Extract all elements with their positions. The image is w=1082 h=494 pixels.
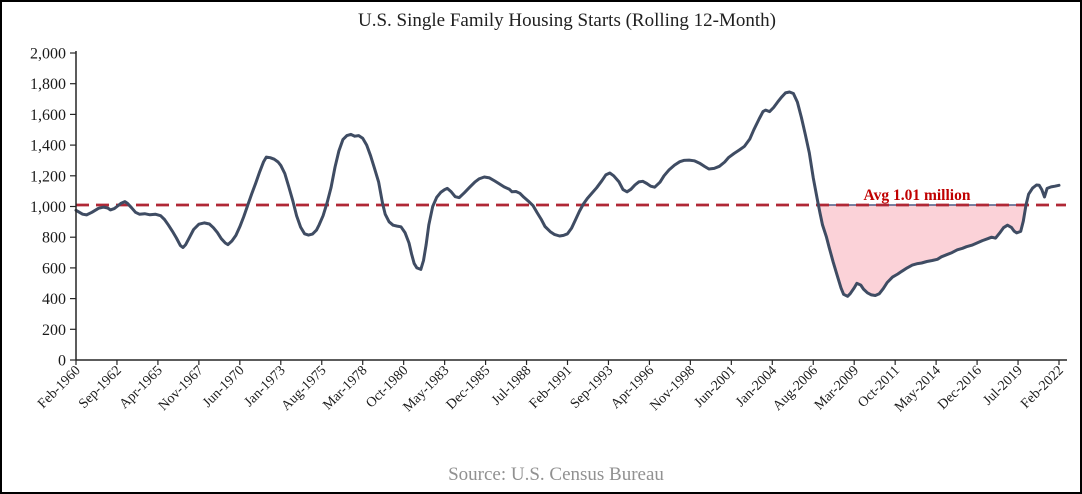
x-axis-tick-label: Feb-1991 [527, 363, 576, 412]
x-axis-tick-label: Sep-1962 [76, 363, 125, 412]
x-axis-tick-label: Jun-1970 [200, 363, 247, 410]
x-axis-tick-label: Feb-2022 [1018, 363, 1067, 412]
x-axis-tick-label: Dec-2016 [935, 363, 985, 413]
y-axis-tick-label: 600 [42, 260, 66, 277]
chart-title: U.S. Single Family Housing Starts (Rolli… [358, 10, 776, 31]
y-axis-tick-label: 1,800 [30, 76, 66, 93]
y-axis-tick-label: 1,000 [30, 199, 66, 216]
x-axis-tick-label: Nov-1998 [647, 363, 698, 414]
x-axis-tick-label: Sep-1993 [568, 363, 617, 412]
y-axis-tick-label: 1,600 [30, 107, 66, 124]
y-axis-tick-label: 400 [42, 291, 66, 308]
x-axis-tick-label: Mar-1978 [321, 363, 371, 413]
x-axis-tick-label: Aug-2006 [770, 363, 821, 414]
plot-generated-layer: 0 200 400 600 800 1,000 1,200 1,400 1,600 1,800 2,… [30, 46, 1067, 415]
y-axis-tick-label: 800 [42, 230, 66, 247]
source-note: Source: U.S. Census Bureau [448, 464, 664, 485]
x-axis-tick-label: Jun-2001 [692, 363, 739, 410]
y-axis-tick-label: 0 [58, 353, 66, 370]
x-axis-tick-label: Aug-1975 [279, 363, 330, 414]
y-axis-tick-label: 2,000 [30, 46, 66, 63]
average-annotation-label: Avg 1.01 million [864, 187, 971, 204]
series-line-housing-starts [74, 90, 1061, 298]
x-axis-tick-label: Dec-1985 [444, 363, 494, 413]
x-axis-tick-label: Feb-1960 [35, 363, 84, 412]
x-axis-tick-label: Nov-1967 [156, 363, 207, 414]
y-axis-tick-label: 200 [42, 322, 66, 339]
area-below-average [817, 204, 1027, 298]
y-axis-tick-label: 1,200 [30, 168, 66, 185]
y-axis-tick-label: 1,400 [30, 138, 66, 155]
x-axis-tick-label: Mar-2009 [812, 363, 862, 413]
